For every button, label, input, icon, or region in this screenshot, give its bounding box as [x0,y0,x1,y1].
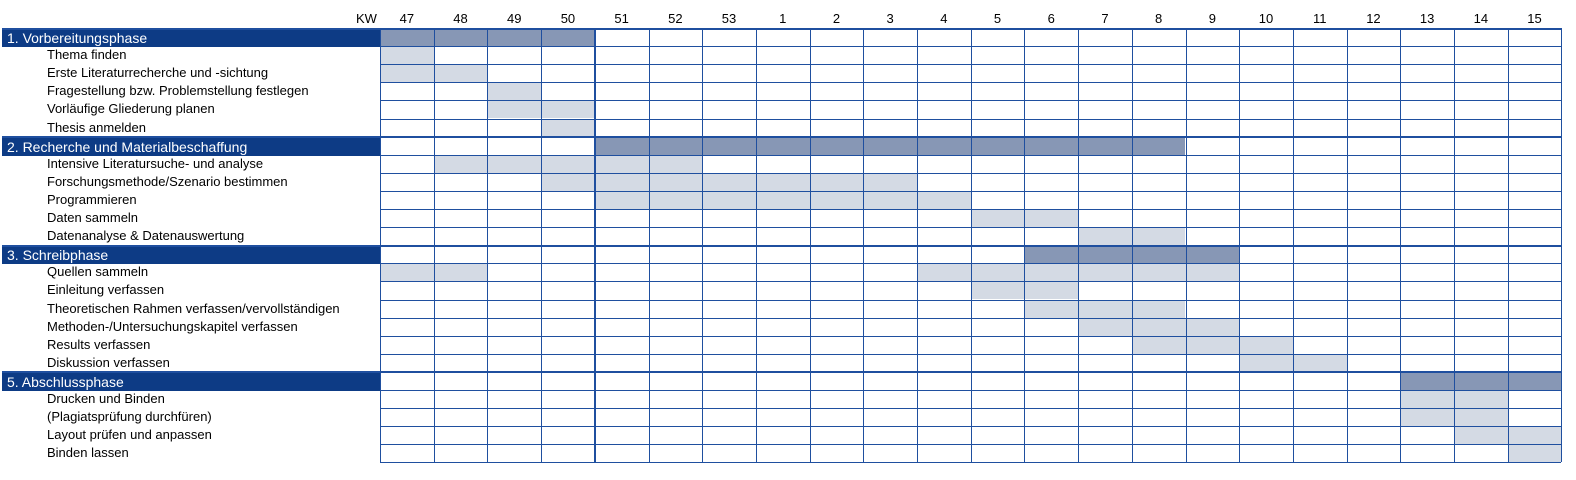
phase-bar [595,137,1186,155]
task-label: Intensive Literatursuche- und analyse [47,155,264,171]
week-header: 14 [1473,11,1489,26]
week-header: 8 [1155,11,1163,26]
grid-hline [380,317,1562,319]
week-header: 2 [832,11,841,26]
week-header: 15 [1527,11,1542,26]
week-header: 53 [721,11,737,26]
task-bar [1025,300,1186,318]
week-header: 49 [507,11,522,26]
week-header: 7 [1101,11,1109,26]
grid-hline [380,299,1562,301]
week-header: 48 [453,11,468,26]
week-header: 1 [779,11,787,26]
grid-hline [380,100,1562,102]
task-label: Drucken und Binden [47,391,165,406]
task-label: Programmieren [47,191,137,207]
phase-label: 3. Schreibphase [2,246,380,265]
grid-hline [380,444,1562,446]
task-label: Vorläufige Gliederung planen [47,101,215,117]
grid-hline [2,371,1562,374]
grid-hline [380,172,1562,174]
task-bar [595,191,971,209]
phase-bar [1401,372,1562,390]
grid-hline [380,227,1562,229]
task-label: Thema finden [47,47,127,63]
task-label: Fragestellung bzw. Problemstellung festl… [47,83,309,99]
week-header: 50 [560,11,576,26]
task-label: Theoretischen Rahmen verfassen/vervollst… [47,300,340,316]
week-header: 47 [399,11,415,26]
task-bar [381,47,434,65]
grid-hline [380,64,1562,66]
task-bar [542,119,595,137]
task-bar [1079,318,1240,336]
grid-hline [2,136,1562,139]
task-label: Datenanalyse & Datenauswertung [47,228,245,244]
task-label: Binden lassen [47,445,129,461]
task-label: Thesis anmelden [47,119,146,135]
week-header: 52 [668,11,683,26]
week-header: 3 [886,11,894,26]
grid-hline [380,353,1562,355]
week-header: 4 [940,11,948,26]
grid-hline [380,154,1562,156]
task-label: Diskussion verfassen [47,354,170,370]
grid-hline [380,118,1562,120]
week-header: 12 [1366,11,1381,26]
task-label: Erste Literaturrecherche und -sichtung [47,65,269,81]
week-header: 9 [1208,11,1216,26]
task-label: (Plagiatsprüfung durchfüren) [47,409,212,425]
phase-label: 5. Abschlussphase [2,372,380,391]
kw-label: KW [356,11,377,26]
grid-hline [380,263,1562,265]
task-label: Einleitung verfassen [47,282,165,298]
week-header: 11 [1312,11,1327,26]
task-label: Methoden-/Untersuchungskapitel verfassen [47,318,298,334]
grid-hline [2,27,1562,30]
grid-hline [380,462,1562,464]
task-label: Daten sammeln [47,210,139,225]
task-label: Quellen sammeln [47,264,149,280]
grid-hline [380,46,1562,48]
task-bar [488,83,542,101]
week-header: 5 [993,11,1002,26]
week-header: 10 [1258,11,1274,26]
task-bar [1132,336,1293,354]
grid-hline [380,82,1562,84]
task-bar [542,173,917,191]
task-label: Results verfassen [47,336,151,352]
grid-hline [380,190,1562,192]
week-header: 51 [614,11,629,26]
grid-hline [380,426,1562,428]
phase-label: 1. Vorbereitungsphase [2,29,380,47]
task-label: Layout prüfen und anpassen [47,427,212,443]
grid-hline [380,209,1562,210]
grid-vline [1561,28,1563,463]
task-bar [434,155,703,173]
week-header: 13 [1419,11,1435,26]
task-bar [1508,445,1562,463]
grid-hline [380,408,1562,410]
grid-hline [380,281,1562,283]
grid-hline [380,335,1562,337]
task-label: Forschungsmethode/Szenario bestimmen [47,173,288,189]
grid-hline [2,244,1562,247]
grid-hline [380,390,1562,391]
phase-label: 2. Recherche und Materialbeschaffung [2,137,380,156]
week-header: 6 [1047,11,1055,26]
